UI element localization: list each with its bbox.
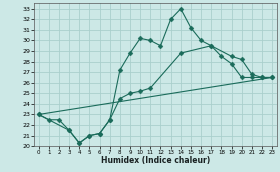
X-axis label: Humidex (Indice chaleur): Humidex (Indice chaleur) bbox=[101, 156, 210, 165]
